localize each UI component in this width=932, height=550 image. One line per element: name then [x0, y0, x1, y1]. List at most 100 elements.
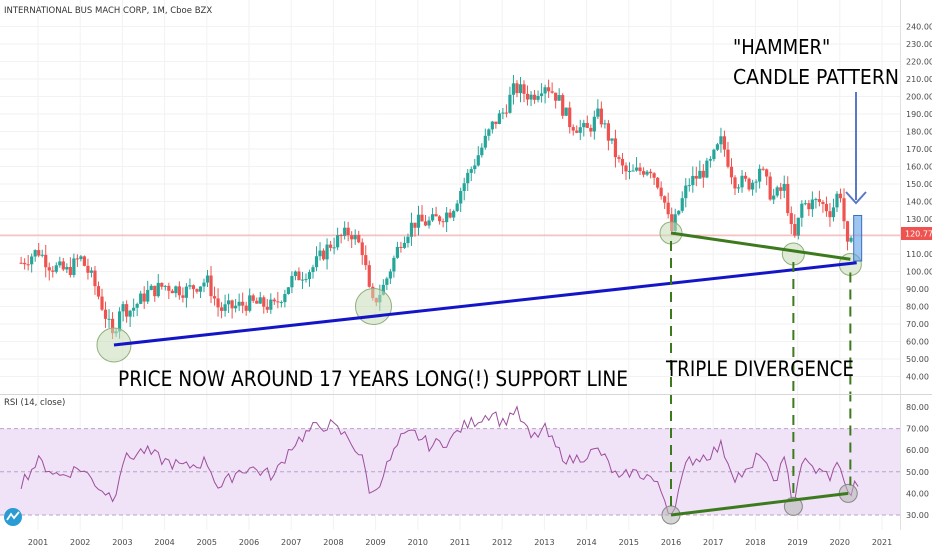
candle-body	[627, 171, 632, 173]
hammer-label-2: CANDLE PATTERN	[733, 65, 899, 89]
candle-body	[568, 107, 572, 128]
candle-body	[831, 207, 836, 218]
rsi-axis: 30.00 40.00 50.00 60.00 70.00 80.00	[906, 403, 929, 520]
price-tick-label: 40.00	[906, 373, 929, 382]
candle-body	[448, 212, 452, 218]
candle-body	[659, 187, 663, 197]
candle-body	[307, 272, 312, 280]
candle-body	[142, 293, 146, 302]
price-tick-label: 140.00	[906, 198, 932, 207]
candle-body	[184, 286, 189, 298]
candle-body	[596, 108, 600, 117]
price-axis: 40.00 50.00 60.00 70.00 80.00 90.00 100.00 110.…	[906, 23, 932, 382]
time-tick-label: 2021	[872, 538, 892, 547]
candle-body	[318, 250, 322, 257]
candle-body	[406, 236, 410, 243]
candle-body	[188, 285, 192, 287]
candle-body	[93, 270, 97, 287]
candle-body	[511, 83, 516, 95]
candle-body	[283, 294, 287, 303]
candle-body	[722, 136, 727, 150]
candle-body	[314, 256, 319, 268]
candle-body	[385, 278, 389, 285]
candle-body	[128, 310, 132, 317]
candle-body	[212, 296, 217, 299]
time-tick-label: 2018	[745, 538, 765, 547]
candle-body	[455, 203, 459, 212]
candle-body	[838, 193, 843, 199]
candle-body	[786, 183, 790, 214]
candle-body	[736, 187, 741, 189]
time-tick-label: 2016	[661, 538, 681, 547]
candle-body	[849, 237, 853, 242]
price-tick-label: 210.00	[906, 75, 932, 84]
candle-body	[497, 113, 501, 124]
candle-body	[51, 270, 55, 272]
candle-body	[167, 285, 171, 291]
candle-body	[592, 116, 596, 132]
candle-body	[571, 127, 575, 131]
candle-body	[423, 221, 428, 226]
candle-body	[772, 195, 776, 200]
candle-body	[139, 293, 143, 304]
candle-body	[687, 185, 691, 187]
candles	[19, 74, 853, 340]
candle-body	[817, 199, 822, 203]
candle-body	[244, 305, 248, 311]
candle-body	[701, 170, 705, 178]
candle-body	[321, 250, 326, 260]
price-tick-label: 110.00	[906, 250, 932, 259]
candle-body	[79, 256, 83, 259]
candle-body	[181, 295, 185, 298]
candle-body	[694, 175, 698, 179]
candle-body	[561, 95, 565, 116]
candle-body	[262, 297, 266, 307]
candle-body	[23, 262, 27, 265]
candle-body	[480, 147, 484, 156]
candle-body	[487, 129, 491, 136]
time-tick-label: 2007	[281, 538, 301, 547]
hammer-candle-highlight	[853, 215, 863, 262]
candle-body	[638, 167, 642, 172]
candle-body	[525, 93, 530, 100]
candle-body	[68, 266, 72, 276]
candle-body	[202, 282, 206, 287]
time-tick-label: 2001	[28, 538, 48, 547]
candle-body	[357, 234, 361, 243]
hammer-label-1: "HAMMER"	[733, 35, 830, 59]
candle-body	[364, 255, 368, 266]
candle-body	[290, 276, 294, 288]
candle-body	[409, 222, 414, 237]
candle-body	[19, 262, 23, 264]
time-tick-label: 2015	[619, 538, 639, 547]
candle-body	[223, 304, 227, 311]
price-tick-label: 80.00	[906, 303, 929, 312]
candle-body	[132, 307, 136, 311]
candle-body	[332, 247, 336, 249]
candle-body	[430, 214, 435, 221]
price-tick-label: 70.00	[906, 320, 929, 329]
time-tick-label: 2010	[408, 538, 428, 547]
candle-body	[325, 244, 329, 260]
time-tick-label: 2008	[323, 538, 343, 547]
rsi-title: RSI (14, close)	[4, 398, 65, 408]
candle-body	[125, 304, 129, 317]
candle-body	[782, 183, 786, 191]
candle-body	[44, 254, 48, 268]
time-tick-label: 2002	[70, 538, 90, 547]
overlays	[0, 92, 900, 525]
candle-body	[779, 187, 783, 191]
candle-body	[367, 265, 371, 287]
candle-body	[388, 271, 392, 279]
candle-body	[539, 93, 544, 96]
candle-body	[110, 318, 115, 334]
tradingview-logo-icon[interactable]	[4, 508, 22, 526]
candle-body	[617, 157, 621, 159]
price-tag: 120.77	[901, 227, 932, 240]
candle-body	[339, 235, 343, 237]
rsi-band	[0, 428, 900, 516]
candle-body	[149, 285, 153, 290]
candle-body	[286, 287, 290, 295]
candle-body	[564, 107, 568, 116]
